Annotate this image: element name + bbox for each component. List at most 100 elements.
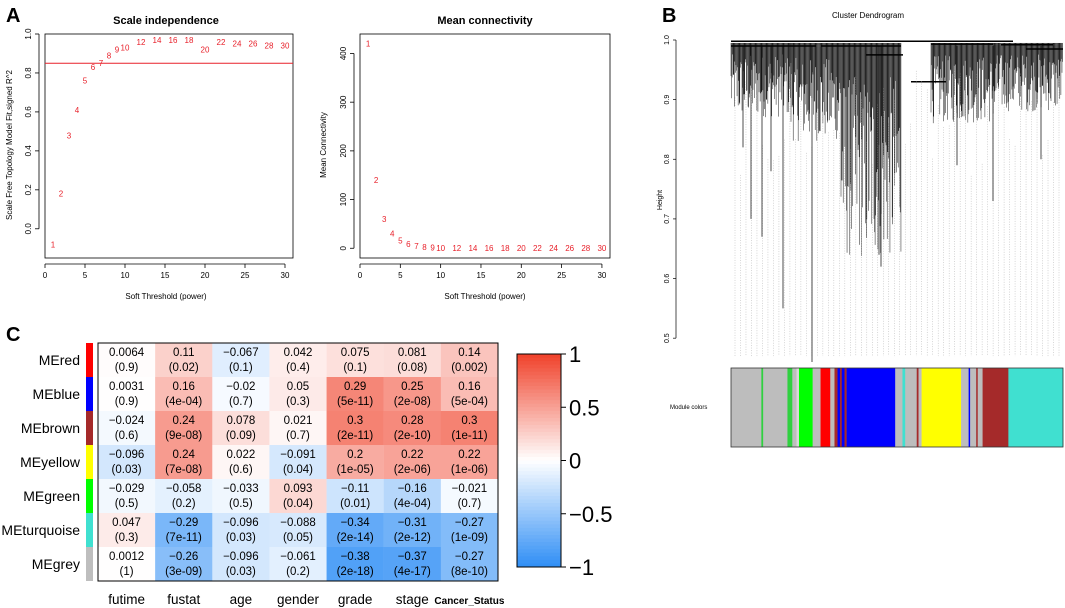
heatmap-cell (440, 547, 499, 582)
colorbar-step (517, 357, 561, 362)
heatmap-cell-pvalue: (4e-17) (394, 566, 431, 578)
module-color-segment (792, 368, 797, 447)
scale-x-tick-label: 25 (241, 271, 250, 280)
heatmap-cell (269, 343, 327, 378)
mean-y-tick-label: 300 (339, 95, 348, 109)
colorbar-step (517, 531, 561, 536)
heatmap-cell-pvalue: (2e-06) (394, 464, 431, 476)
heatmap-colorbar: 1 0.5 0 −0.5 −1 (516, 342, 612, 580)
scale-point-label: 20 (201, 46, 210, 55)
mean-x-tick-label: 0 (358, 271, 363, 280)
colorbar-step (517, 542, 561, 547)
heatmap-row-label: MEblue (33, 386, 81, 402)
module-color-segment (839, 368, 843, 447)
heatmap-cell (326, 343, 384, 378)
heatmap-cell (440, 445, 499, 480)
heatmap-column-labels: futime fustat age gender grade stage Cancer_St… (108, 592, 505, 607)
mean-y-tick-label: 0 (339, 245, 348, 250)
heatmap-cell (440, 479, 499, 514)
heatmap-row-label: MEturquoise (1, 522, 80, 538)
dendro-title: Cluster Dendrogram (832, 11, 904, 20)
mean-point-label: 14 (468, 244, 477, 253)
colorbar-step (517, 428, 561, 433)
heatmap-column-label: Cancer_Status (434, 596, 504, 607)
mean-point-label: 24 (549, 244, 558, 253)
heatmap-cell-value: −0.091 (280, 449, 316, 461)
heatmap-cell-pvalue: (0.9) (115, 362, 139, 374)
dendro-y-tick-label: 1.0 (664, 35, 671, 45)
heatmap-cell (98, 343, 156, 378)
colorbar-step (517, 446, 561, 451)
heatmap-cell-pvalue: (0.9) (115, 396, 139, 408)
colorbar-tick-label: 1 (569, 342, 581, 367)
mean-point-label: 2 (374, 176, 379, 185)
heatmap-cell-pvalue: (5e-11) (337, 396, 373, 408)
mean-point-label: 26 (565, 244, 574, 253)
colorbar-step (517, 467, 561, 472)
dendro-axes: 0.5 0.6 0.7 0.8 0.9 1.0 (664, 35, 677, 343)
colorbar-step (517, 474, 561, 479)
module-color-segment (841, 368, 845, 447)
heatmap-cell (326, 547, 384, 582)
heatmap-cell-value: 0.24 (173, 449, 196, 461)
colorbar-step (517, 382, 561, 387)
heatmap-cell-value: 0.022 (226, 449, 255, 461)
scale-point-label: 3 (67, 131, 72, 140)
scale-y-tick-label: 0.0 (24, 223, 33, 235)
colorbar-step (517, 439, 561, 444)
heatmap-cell (155, 513, 213, 548)
mean-point-label: 7 (414, 242, 419, 251)
colorbar-step (517, 481, 561, 486)
mean-x-tick-label: 30 (597, 271, 606, 280)
colorbar-step (517, 506, 561, 511)
scale-plot-frame (44, 33, 294, 259)
scale-point-label: 10 (121, 44, 130, 53)
heatmap-cell (98, 411, 156, 446)
colorbar-tick-label: 0.5 (569, 395, 600, 420)
colorbar-step (517, 535, 561, 540)
module-colors-label: Module colors (670, 405, 707, 411)
scale-y-tick-label: 0.6 (24, 106, 33, 118)
colorbar-step (517, 354, 561, 359)
heatmap-row-labels: MEred MEblue MEbrown MEyellow MEgreen MEturqu… (1, 352, 80, 572)
heatmap-cell (212, 479, 270, 514)
module-color-segment (895, 368, 903, 447)
scale-x-tick-label: 5 (83, 271, 88, 280)
module-color-segment (834, 368, 838, 447)
mean-point-label: 20 (517, 244, 526, 253)
module-color-segment (916, 368, 919, 447)
dendro-tree (730, 40, 1063, 363)
heatmap-cell-value: 0.078 (226, 415, 255, 427)
heatmap-cell-pvalue: (9e-08) (165, 430, 202, 442)
module-color-segment (902, 368, 906, 447)
mean-connectivity-chart: Mean connectivity 0 5 10 15 20 25 300100200300… (319, 15, 611, 301)
heatmap-cell-value: 0.14 (458, 347, 481, 359)
mean-point-label: 16 (485, 244, 494, 253)
heatmap-cell-pvalue: (1) (120, 566, 134, 578)
colorbar-tick-label: −0.5 (569, 502, 612, 527)
heatmap-cell-pvalue: (0.08) (397, 362, 427, 374)
heatmap-cell-pvalue: (0.6) (115, 430, 139, 442)
colorbar-step (517, 425, 561, 430)
heatmap-cell-value: −0.29 (169, 517, 198, 529)
heatmap-cell (269, 445, 327, 480)
heatmap-cell-pvalue: (0.1) (229, 362, 253, 374)
heatmap-cell-pvalue: (0.03) (226, 566, 256, 578)
colorbar-step (517, 378, 561, 383)
scale-y-tick-label: 0.4 (24, 145, 33, 157)
heatmap-cell (269, 411, 327, 446)
mean-point-label: 6 (406, 240, 411, 249)
colorbar-step (517, 368, 561, 373)
heatmap-cell (440, 343, 499, 378)
heatmap-row-label: MEgrey (32, 556, 80, 572)
heatmap-cell (212, 445, 270, 480)
module-color-segment (961, 368, 969, 447)
heatmap-cell-pvalue: (1e-05) (337, 464, 374, 476)
heatmap-cell (326, 513, 384, 548)
heatmap-cell (440, 377, 499, 412)
heatmap-cell-pvalue: (2e-14) (337, 532, 374, 544)
heatmap-cell-value: 0.24 (173, 415, 196, 427)
mean-ylabel: Mean Connectivity (319, 112, 328, 178)
